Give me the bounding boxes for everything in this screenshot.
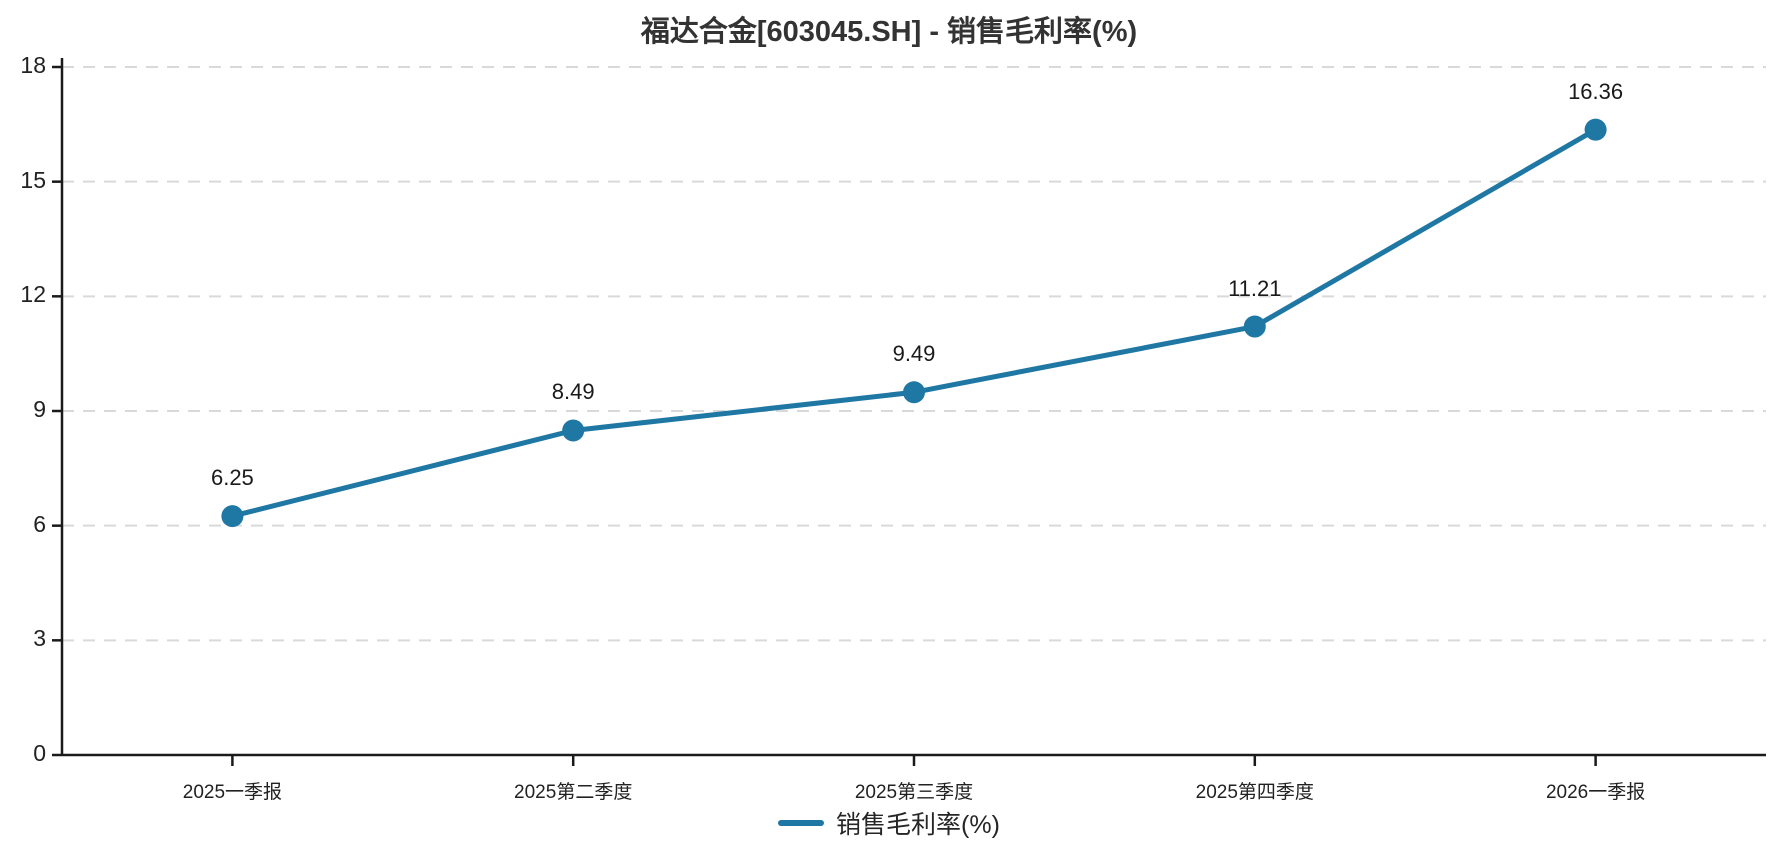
- y-axis-tick-label: 18: [20, 52, 46, 78]
- x-axis-tick-label: 2025第四季度: [1195, 782, 1314, 803]
- x-axis-tick-label: 2025第三季度: [854, 782, 974, 803]
- data-point-value-label: 8.49: [551, 379, 595, 405]
- data-point-value-label: 11.21: [1228, 275, 1282, 301]
- data-point-value-label: 6.25: [210, 465, 254, 491]
- y-axis-tick-label: 15: [20, 166, 46, 193]
- legend-color-swatch: [778, 820, 825, 826]
- x-axis-tick-label: 2025一季报: [182, 782, 283, 803]
- tick-marks: [52, 65, 1597, 766]
- x-axis-tick-label: 2025第二季度: [514, 782, 633, 803]
- y-axis-tick-label: 0: [33, 740, 46, 766]
- gridlines: [62, 66, 1766, 642]
- x-axis-tick-label: 2026一季报: [1545, 782, 1646, 803]
- y-axis-tick-label: 9: [33, 396, 46, 422]
- data-point-value-label: 9.49: [892, 341, 936, 367]
- chart-title: 福达合金[603045.SH] - 销售毛利率(%): [640, 16, 1138, 48]
- data-point-value-label: 16.36: [1568, 78, 1624, 104]
- series-point-group: [221, 118, 1607, 528]
- y-axis-tick-label: 3: [33, 625, 46, 652]
- axis-lines: [60, 58, 1766, 757]
- legend-label: 销售毛利率(%): [836, 811, 1000, 839]
- y-axis-tick-label: 6: [33, 510, 46, 537]
- series-line-group: [229, 127, 1599, 519]
- chart-legend: 销售毛利率(%): [0, 805, 1778, 841]
- y-axis-tick-label: 12: [20, 281, 46, 308]
